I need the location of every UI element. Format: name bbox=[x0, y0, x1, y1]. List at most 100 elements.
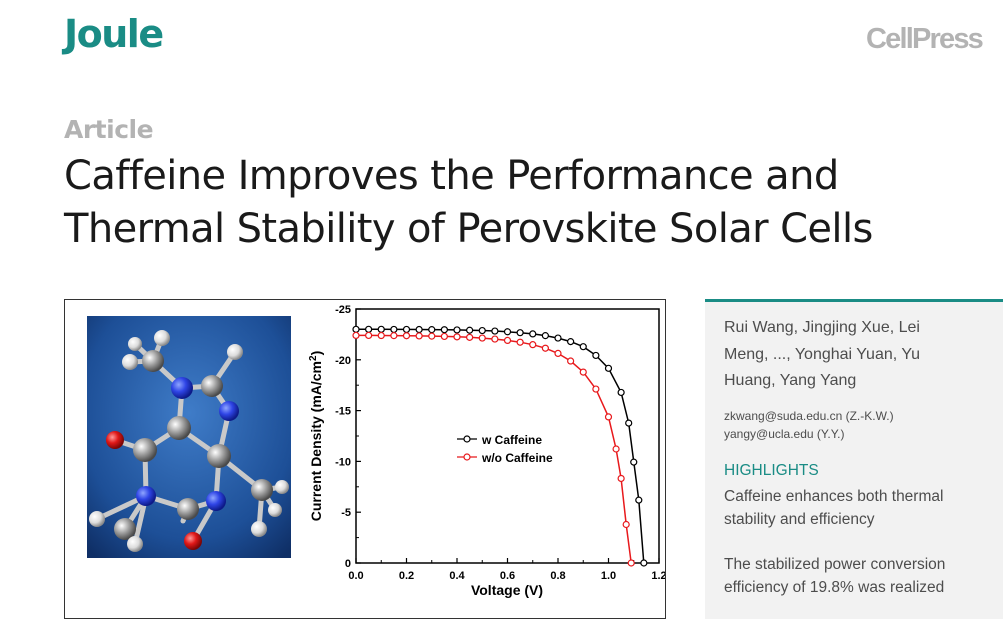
series-point-1 bbox=[567, 357, 575, 365]
series-point-0 bbox=[415, 325, 423, 334]
series-point-1 bbox=[478, 334, 486, 342]
series-point-1 bbox=[622, 520, 630, 529]
series-point-1 bbox=[541, 344, 549, 352]
series-point-1 bbox=[617, 474, 625, 483]
title-line-2: Thermal Stability of Perovskite Solar Ce… bbox=[64, 206, 873, 252]
series-point-1 bbox=[428, 332, 436, 340]
highlight-2-line-2: efficiency of 19.8% was realized bbox=[724, 579, 945, 596]
series-point-0 bbox=[635, 496, 643, 504]
series-point-0 bbox=[592, 351, 600, 360]
series-point-0 bbox=[377, 325, 385, 333]
y-tick-label: -15 bbox=[335, 406, 351, 418]
series-point-0 bbox=[402, 325, 411, 334]
x-tick-label: 0.2 bbox=[399, 570, 414, 582]
article-info-sidebar: Rui Wang, Jingjing Xue, Lei Meng, ..., Y… bbox=[705, 299, 1003, 619]
highlights-heading: HIGHLIGHTS bbox=[724, 462, 819, 479]
series-point-0 bbox=[503, 328, 512, 336]
series-point-1 bbox=[466, 333, 474, 341]
y-axis-label-end: ) bbox=[308, 351, 324, 356]
x-tick-label: 0.8 bbox=[550, 570, 565, 582]
publisher-logo: CellPress bbox=[866, 23, 984, 55]
series-point-1 bbox=[529, 341, 537, 349]
series-point-0 bbox=[428, 326, 436, 334]
series-point-1 bbox=[627, 559, 635, 567]
highlight-1-line-2: stability and efficiency bbox=[724, 511, 875, 528]
series-point-0 bbox=[440, 326, 448, 334]
article-type-label: Article bbox=[64, 115, 154, 144]
series-line-1 bbox=[356, 334, 632, 564]
highlight-item-1: Caffeine enhances both thermal stability… bbox=[724, 485, 974, 531]
authors-line-3: Huang, Yang Yang bbox=[724, 372, 857, 389]
series-point-0 bbox=[453, 326, 461, 334]
authors-line-2: Meng, ..., Yonghai Yuan, Yu bbox=[724, 345, 921, 363]
series-point-0 bbox=[579, 343, 587, 351]
y-axis-label-sup: 2 bbox=[308, 355, 319, 361]
series-point-0 bbox=[352, 325, 360, 333]
series-point-0 bbox=[516, 329, 524, 337]
title-line-1: Caffeine Improves the Performance and bbox=[64, 153, 839, 199]
series-point-0 bbox=[491, 327, 499, 335]
series-point-0 bbox=[604, 364, 613, 372]
legend-marker-w bbox=[463, 435, 471, 443]
authors-line-1: Rui Wang, Jingjing Xue, Lei bbox=[724, 319, 920, 336]
series-point-0 bbox=[554, 334, 562, 342]
chart-series bbox=[352, 325, 648, 567]
series-point-0 bbox=[617, 388, 625, 397]
article-title: Caffeine Improves the Performance and Th… bbox=[64, 150, 944, 256]
highlight-2-line-1: The stabilized power conversion bbox=[724, 556, 946, 573]
series-point-0 bbox=[567, 338, 575, 346]
y-tick-label: -10 bbox=[335, 456, 351, 468]
series-point-1 bbox=[604, 413, 613, 421]
legend-label-w: w Caffeine bbox=[481, 433, 542, 447]
highlight-item-2: The stabilized power conversion efficien… bbox=[724, 553, 974, 599]
series-point-0 bbox=[365, 325, 373, 333]
series-point-1 bbox=[440, 332, 448, 341]
series-point-1 bbox=[592, 385, 600, 393]
y-tick-label: -25 bbox=[335, 304, 351, 316]
chart-legend: w Caffeine w/o Caffeine bbox=[457, 433, 553, 465]
series-point-1 bbox=[503, 336, 512, 344]
axis-ticks: 0.0 0.2 0.4 0.6 0.8 1.0 1.2 -25 -20 -15 -10 -5 0 bbox=[335, 304, 665, 582]
y-tick-label: 0 bbox=[345, 558, 351, 570]
graphical-abstract: 0.0 0.2 0.4 0.6 0.8 1.0 1.2 -25 -20 -15 -10 -5 0 Vol… bbox=[64, 299, 666, 619]
series-point-1 bbox=[415, 332, 423, 340]
series-point-0 bbox=[640, 559, 648, 567]
series-point-1 bbox=[491, 335, 499, 343]
series-point-1 bbox=[612, 445, 620, 453]
y-axis-label: Current Density (mA/cm2) bbox=[308, 351, 324, 522]
series-point-1 bbox=[402, 332, 411, 340]
series-point-0 bbox=[630, 458, 638, 466]
y-tick-label: -20 bbox=[335, 355, 351, 367]
series-point-1 bbox=[453, 333, 461, 341]
x-tick-label: 0.4 bbox=[449, 570, 465, 582]
series-point-0 bbox=[478, 326, 486, 335]
y-axis-label-main: Current Density (mA/cm bbox=[308, 361, 324, 521]
series-point-1 bbox=[516, 338, 524, 346]
series-point-0 bbox=[529, 330, 537, 338]
x-tick-label: 0.6 bbox=[500, 570, 515, 582]
series-point-0 bbox=[466, 326, 474, 334]
series-point-1 bbox=[365, 331, 373, 340]
journal-logo: Joule bbox=[64, 12, 164, 56]
series-point-1 bbox=[390, 332, 398, 340]
series-point-1 bbox=[579, 368, 587, 376]
email-link-2[interactable]: yangy@ucla.edu (Y.Y.) bbox=[724, 427, 845, 441]
legend-label-wo: w/o Caffeine bbox=[481, 451, 553, 465]
email-link-1[interactable]: zkwang@suda.edu.cn (Z.-K.W.) bbox=[724, 409, 894, 423]
x-tick-label: 1.2 bbox=[651, 570, 665, 582]
caffeine-molecule-image bbox=[87, 316, 291, 558]
highlight-1-line-1: Caffeine enhances both thermal bbox=[724, 488, 944, 505]
jv-curve-chart: 0.0 0.2 0.4 0.6 0.8 1.0 1.2 -25 -20 -15 -10 -5 0 Vol… bbox=[308, 304, 665, 598]
author-list[interactable]: Rui Wang, Jingjing Xue, Lei Meng, ..., Y… bbox=[724, 315, 964, 395]
series-point-0 bbox=[390, 325, 398, 334]
series-point-1 bbox=[554, 349, 562, 357]
series-point-0 bbox=[625, 419, 633, 427]
x-tick-label: 0.0 bbox=[348, 570, 363, 582]
series-point-0 bbox=[541, 332, 549, 340]
series-point-1 bbox=[352, 331, 360, 340]
y-tick-label: -5 bbox=[341, 507, 351, 519]
correspondence-emails: zkwang@suda.edu.cn (Z.-K.W.) yangy@ucla.… bbox=[724, 407, 894, 443]
legend-marker-wo bbox=[463, 453, 471, 461]
x-tick-label: 1.0 bbox=[601, 570, 616, 582]
series-point-1 bbox=[377, 331, 385, 340]
